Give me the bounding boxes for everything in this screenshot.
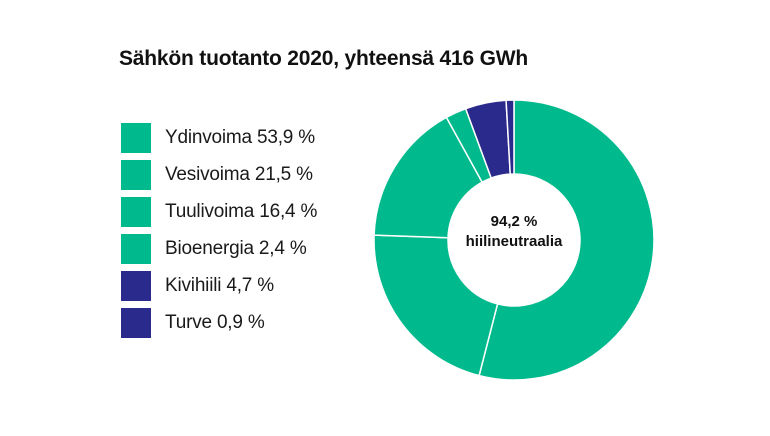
- legend-label: Bioenergia 2,4 %: [165, 238, 307, 259]
- legend-swatch: [121, 271, 151, 301]
- legend-item-turve: Turve 0,9 %: [121, 308, 317, 338]
- legend-label: Kivihiili 4,7 %: [165, 275, 274, 296]
- chart-legend: Ydinvoima 53,9 % Vesivoima 21,5 % Tuuliv…: [121, 123, 317, 345]
- donut-slice-ydinvoima: [478, 99, 655, 381]
- donut-slices: [373, 99, 655, 381]
- legend-swatch: [121, 197, 151, 227]
- legend-item-tuulivoima: Tuulivoima 16,4 %: [121, 197, 317, 227]
- center-label-text: hiilineutraalia: [466, 233, 563, 250]
- legend-label: Turve 0,9 %: [165, 312, 265, 333]
- legend-swatch: [121, 160, 151, 190]
- center-label-percent: 94,2 %: [491, 213, 538, 230]
- legend-label: Tuulivoima 16,4 %: [165, 201, 318, 222]
- donut-chart: 94,2 % hiilineutraalia: [373, 99, 655, 381]
- legend-label: Ydinvoima 53,9 %: [165, 127, 315, 148]
- donut-slice-vesivoima: [373, 234, 499, 377]
- legend-swatch: [121, 123, 151, 153]
- chart-title: Sähkön tuotanto 2020, yhteensä 416 GWh: [119, 47, 529, 70]
- legend-label: Vesivoima 21,5 %: [165, 164, 313, 185]
- donut-slice-turve: [505, 99, 515, 175]
- legend-item-vesivoima: Vesivoima 21,5 %: [121, 160, 317, 190]
- legend-item-kivihiili: Kivihiili 4,7 %: [121, 271, 317, 301]
- legend-swatch: [121, 234, 151, 264]
- legend-item-ydinvoima: Ydinvoima 53,9 %: [121, 123, 317, 153]
- legend-swatch: [121, 308, 151, 338]
- legend-item-bioenergia: Bioenergia 2,4 %: [121, 234, 317, 264]
